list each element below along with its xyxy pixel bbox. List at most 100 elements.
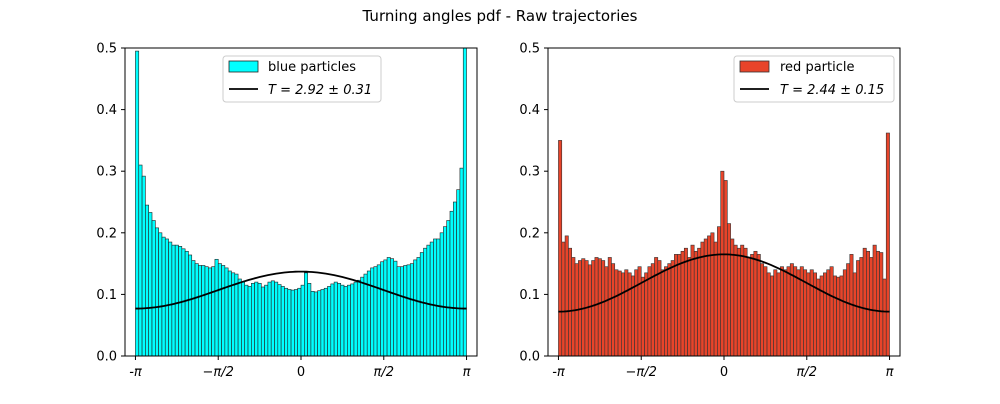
y-tick-label: 0.1: [519, 288, 540, 303]
legend-box-1: [733, 55, 895, 103]
histogram-bar: [370, 267, 375, 357]
histogram-bar: [356, 279, 361, 357]
histogram-bar: [789, 263, 794, 357]
histogram-bar: [452, 201, 457, 357]
histogram-bar: [347, 284, 351, 357]
histogram-bar: [416, 257, 421, 357]
histogram-bar: [161, 236, 166, 357]
histogram-bar: [459, 167, 464, 357]
histogram-bar: [224, 267, 229, 357]
histogram-bar: [832, 275, 837, 357]
y-tick-label: 0.3: [96, 165, 117, 180]
histogram-bar: [343, 286, 348, 357]
histogram-bar: [280, 286, 285, 357]
histogram-bar: [760, 263, 765, 357]
histogram-bar: [436, 238, 441, 357]
histogram-bar: [449, 210, 454, 357]
histogram-bar: [184, 250, 189, 357]
histogram-bar: [670, 260, 675, 357]
histogram-bar: [723, 180, 728, 357]
histogram-bar: [640, 276, 645, 357]
histogram-bar: [587, 264, 592, 357]
histogram-bar: [607, 257, 612, 357]
histogram-bar: [591, 260, 596, 357]
histogram-bar: [839, 275, 844, 357]
y-tick-label: 0.5: [519, 42, 540, 57]
histogram-bar: [194, 263, 199, 357]
histogram-bar: [875, 250, 880, 357]
histogram-bar: [717, 226, 721, 357]
histogram-bar: [443, 226, 447, 357]
histogram-bar: [733, 244, 738, 357]
histogram-bar: [330, 283, 335, 357]
x-tick-label: −π/2: [203, 365, 234, 380]
histogram-bar: [406, 264, 411, 357]
histogram-bar: [862, 247, 867, 357]
histogram-bar: [773, 269, 778, 357]
histogram-bar: [667, 263, 672, 357]
y-tick-label: 0.2: [519, 226, 540, 241]
histogram-bar: [680, 250, 685, 357]
histogram-bar: [307, 283, 312, 357]
histogram-bar: [145, 204, 149, 357]
histogram-bar: [710, 232, 715, 357]
histogram-bar: [564, 235, 569, 357]
y-ticks-0: 0.0 0.1 0.2 0.3 0.4 0.5: [96, 42, 125, 365]
histogram-bar: [601, 260, 606, 357]
histogram-bar: [740, 244, 745, 357]
histogram-bar: [310, 291, 315, 357]
histogram-bar: [746, 257, 751, 357]
histogram-bar: [429, 241, 434, 357]
histogram-bar: [690, 244, 695, 357]
histogram-bar: [264, 284, 269, 357]
histogram-bar: [297, 287, 302, 357]
y-tick-label: 0.4: [519, 103, 540, 118]
legend-0: blue particles T = 2.92 ± 0.31: [222, 55, 382, 103]
histogram-bar: [727, 223, 731, 357]
histogram-bar: [337, 283, 342, 357]
histogram-bar: [866, 250, 870, 357]
histogram-bar: [637, 266, 642, 357]
right-histogram-panel: -π −π/2 0 π/2 π 0.0 0.1 0.2 0.3 0.4 0.5 red parti…: [519, 42, 901, 380]
histogram-bar: [313, 291, 318, 357]
histogram-bar: [750, 254, 755, 357]
histogram-bar: [776, 272, 781, 357]
left-histogram-panel: -π −π/2 0 π/2 π 0.0 0.1 0.2 0.3 0.4 0.5 blue part…: [96, 42, 478, 380]
histogram-bar: [383, 259, 388, 357]
histogram-bar: [400, 266, 404, 357]
histogram-bar: [697, 247, 702, 357]
histogram-bar: [333, 281, 338, 357]
histogram-bar: [135, 50, 140, 357]
histogram-bar: [743, 247, 748, 357]
legend-patch-0: [228, 60, 259, 73]
histogram-bar: [221, 265, 226, 357]
histogram-bar: [813, 272, 818, 357]
histogram-bar: [237, 278, 242, 357]
y-ticks-1: 0.0 0.1 0.2 0.3 0.4 0.5: [519, 42, 548, 365]
histogram-bar: [433, 238, 438, 357]
x-tick-label: π: [463, 365, 471, 380]
histogram-bar: [879, 252, 884, 357]
histogram-bar: [713, 241, 718, 357]
histogram-bar: [191, 260, 196, 357]
histogram-bar: [260, 286, 265, 357]
histogram-bar: [148, 212, 153, 357]
histogram-bar: [168, 241, 173, 357]
histogram-bar: [270, 280, 275, 357]
histogram-bar: [274, 281, 279, 357]
histogram-bar: [287, 289, 292, 357]
histogram-bar: [234, 273, 239, 357]
histogram-bar: [846, 263, 851, 357]
histogram-bar: [571, 257, 576, 357]
legend-label-0-1: T = 2.92 ± 0.31: [268, 83, 372, 98]
histogram-bar: [786, 266, 791, 357]
x-tick-label: π/2: [374, 365, 394, 380]
histogram-bar: [171, 244, 176, 357]
histogram-bar: [634, 269, 639, 357]
histogram-bar: [456, 189, 461, 357]
histogram-bar: [826, 269, 831, 357]
histogram-bar: [380, 261, 385, 357]
histogram-bar: [211, 266, 216, 357]
histogram-bar: [227, 270, 232, 357]
